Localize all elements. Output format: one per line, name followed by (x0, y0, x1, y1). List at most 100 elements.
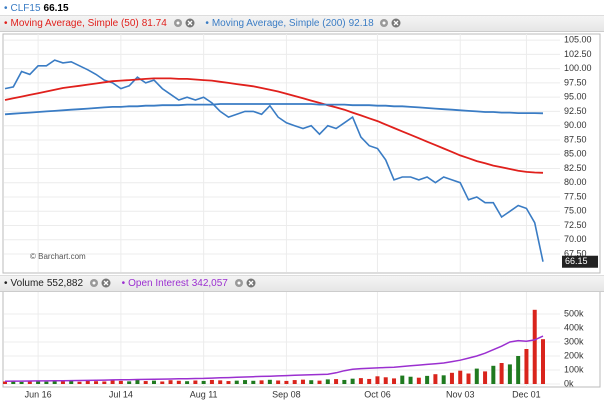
series-line (4, 59, 544, 262)
settings-icon[interactable] (89, 278, 99, 288)
legend-value: 342,057 (191, 278, 228, 289)
y-tick-label: 500k (564, 308, 584, 318)
volume-bar (36, 380, 41, 384)
volume-bar (193, 380, 198, 384)
x-tick-label: Oct 06 (364, 389, 391, 399)
volume-bar (358, 378, 363, 384)
volume-bar (292, 380, 297, 384)
volume-bar (433, 374, 438, 384)
y-tick-label: 300k (564, 336, 584, 346)
volume-bar (507, 364, 512, 384)
volume-bar (499, 363, 504, 384)
volume-bar (226, 381, 231, 384)
volume-bar (342, 379, 347, 384)
legend-value: 92.18 (348, 18, 374, 29)
volume-bar (375, 376, 380, 384)
volume-bar (77, 381, 82, 384)
volume-bar (383, 377, 388, 384)
y-tick-label: 100.00 (564, 63, 592, 73)
x-tick-label: Aug 11 (190, 389, 218, 399)
legend-name: Volume (10, 278, 44, 289)
settings-icon[interactable] (379, 18, 389, 28)
y-tick-label: 70.00 (564, 234, 587, 244)
y-tick-label: 72.50 (564, 220, 587, 230)
legend-name: Open Interest (128, 278, 189, 289)
y-tick-label: 85.00 (564, 149, 587, 159)
volume-bar (234, 380, 239, 384)
y-tick-label: 97.50 (564, 77, 587, 87)
volume-bar (491, 365, 496, 384)
close-icon[interactable] (185, 18, 195, 28)
volume-bar (483, 371, 488, 384)
volume-bar (118, 380, 123, 384)
legend-value: 81.74 (141, 18, 167, 29)
volume-bar (209, 379, 214, 384)
volume-bar (19, 381, 24, 384)
volume-bar (3, 381, 7, 384)
volume-bar (85, 380, 90, 384)
volume-bar (168, 380, 173, 384)
legend-dot: • (121, 278, 126, 289)
settings-icon[interactable] (173, 18, 183, 28)
volume-bar (474, 368, 479, 384)
y-tick-label: 100k (564, 364, 584, 374)
series-line (4, 77, 544, 174)
volume-bar (425, 375, 430, 384)
volume-bar (127, 381, 132, 384)
volume-bar (267, 379, 272, 384)
series-line (4, 335, 544, 382)
volume-bar (416, 377, 421, 384)
volume-bar (541, 339, 545, 384)
volume-bar (350, 378, 355, 384)
last-price-label: 66.15 (565, 256, 588, 266)
price-panel (2, 33, 601, 274)
legend-dot: • (4, 278, 8, 289)
volume-bar (408, 376, 413, 384)
volume-bar (160, 381, 165, 384)
last-price-box (562, 255, 598, 268)
y-tick-label: 0k (564, 378, 574, 388)
legend-value: 552,882 (46, 278, 84, 289)
y-tick-label: 400k (564, 322, 584, 332)
volume-bar (524, 349, 529, 384)
volume-bar (392, 378, 397, 384)
volume-bar (441, 375, 446, 384)
x-tick-label: Dec 01 (512, 389, 541, 399)
volume-bar (317, 380, 322, 384)
volume-bar (300, 379, 305, 384)
volume-bar (309, 380, 314, 384)
volume-bar (516, 356, 521, 384)
close-icon[interactable] (246, 278, 256, 288)
y-tick-label: 95.00 (564, 92, 587, 102)
volume-bar (449, 372, 454, 384)
y-tick-label: 87.50 (564, 134, 587, 144)
volume-bar (458, 370, 463, 384)
legend-name: Moving Average, Simple (50) (10, 18, 139, 29)
y-tick-label: 82.50 (564, 163, 587, 173)
legend-row: • Volume 552,882 • Open Interest 342,057 (0, 275, 604, 292)
y-tick-label: 92.50 (564, 106, 587, 116)
x-tick-label: Nov 03 (446, 389, 475, 399)
close-icon[interactable] (101, 278, 111, 288)
volume-bar (60, 381, 65, 384)
legend-dot: • (205, 18, 209, 29)
y-tick-label: 200k (564, 350, 584, 360)
legend-dot: • (4, 3, 8, 14)
volume-bar (102, 381, 107, 384)
y-tick-label: 67.50 (564, 248, 587, 258)
y-tick-label: 90.00 (564, 120, 587, 130)
settings-icon[interactable] (234, 278, 244, 288)
volume-bar (532, 309, 537, 384)
volume-bar (251, 380, 256, 384)
volume-bar (334, 379, 339, 384)
x-tick-label: Sep 08 (272, 389, 301, 399)
series-line (4, 103, 544, 116)
legend-name: CLF15 (10, 3, 41, 14)
volume-bar (110, 380, 115, 384)
volume-bar (276, 380, 281, 384)
volume-bar (284, 380, 289, 384)
volume-bar (201, 380, 206, 384)
close-icon[interactable] (391, 18, 401, 28)
volume-bar (400, 375, 405, 384)
